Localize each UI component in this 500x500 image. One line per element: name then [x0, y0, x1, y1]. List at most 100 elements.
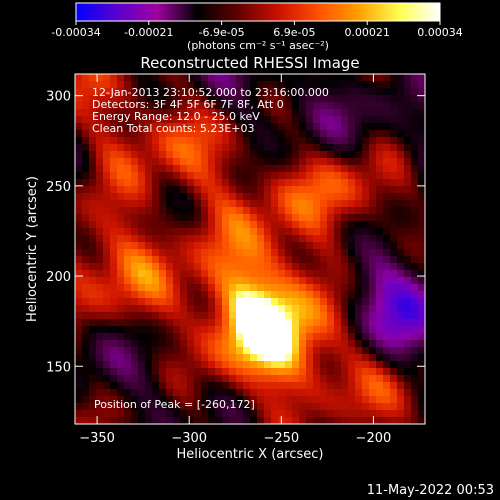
heatmap-cell	[320, 305, 328, 313]
heatmap-cell	[229, 151, 237, 159]
heatmap-cell	[299, 193, 307, 201]
heatmap-cell	[229, 312, 237, 320]
heatmap-cell	[194, 214, 202, 222]
heatmap-cell	[110, 214, 118, 222]
heatmap-cell	[145, 235, 153, 243]
heatmap-cell	[397, 151, 405, 159]
heatmap-cell	[271, 417, 279, 424]
heatmap-cell	[383, 249, 391, 257]
heatmap-cell	[236, 172, 244, 180]
heatmap-cell	[250, 277, 258, 285]
heatmap-cell	[418, 298, 425, 306]
heatmap-cell	[376, 207, 384, 215]
heatmap-cell	[103, 340, 111, 348]
heatmap-cell	[383, 354, 391, 362]
heatmap-cell	[194, 256, 202, 264]
heatmap-cell	[264, 193, 272, 201]
heatmap-cell	[271, 207, 279, 215]
heatmap-cell	[138, 186, 146, 194]
heatmap-cell	[89, 228, 97, 236]
heatmap-cell	[264, 214, 272, 222]
heatmap-cell	[145, 88, 153, 96]
heatmap-cell	[334, 403, 342, 411]
heatmap-cell	[257, 228, 265, 236]
heatmap-cell	[215, 186, 223, 194]
heatmap-cell	[124, 179, 132, 187]
y-tick-label: 150	[46, 360, 71, 375]
heatmap-cell	[124, 123, 132, 131]
heatmap-cell	[418, 158, 425, 166]
heatmap-cell	[383, 298, 391, 306]
heatmap-cell	[138, 144, 146, 152]
heatmap-cell	[187, 403, 195, 411]
heatmap-cell	[355, 305, 363, 313]
heatmap-cell	[404, 179, 412, 187]
heatmap-cell	[201, 186, 209, 194]
heatmap-cell	[229, 389, 237, 397]
heatmap-cell	[327, 172, 335, 180]
heatmap-cell	[180, 200, 188, 208]
heatmap-cell	[278, 347, 286, 355]
heatmap-cell	[243, 137, 251, 145]
heatmap-cell	[383, 312, 391, 320]
heatmap-cell	[285, 228, 293, 236]
heatmap-cell	[334, 333, 342, 341]
heatmap-cell	[397, 186, 405, 194]
heatmap-cell	[103, 242, 111, 250]
heatmap-cell	[278, 326, 286, 334]
heatmap-cell	[327, 368, 335, 376]
heatmap-cell	[187, 270, 195, 278]
heatmap-cell	[89, 375, 97, 383]
heatmap-cell	[292, 242, 300, 250]
heatmap-cell	[278, 312, 286, 320]
heatmap-cell	[264, 326, 272, 334]
heatmap-cell	[152, 326, 160, 334]
heatmap-cell	[215, 235, 223, 243]
heatmap-cell	[159, 228, 167, 236]
heatmap-cell	[320, 179, 328, 187]
heatmap-cell	[313, 74, 321, 82]
heatmap-cell	[299, 228, 307, 236]
heatmap-cell	[215, 88, 223, 96]
heatmap-cell	[145, 417, 153, 424]
heatmap-cell	[362, 95, 370, 103]
heatmap-cell	[82, 417, 90, 424]
heatmap-cell	[194, 375, 202, 383]
heatmap-cell	[369, 172, 377, 180]
heatmap-cell	[180, 151, 188, 159]
heatmap-cell	[250, 130, 258, 138]
heatmap-cell	[159, 340, 167, 348]
heatmap-cell	[236, 102, 244, 110]
heatmap-cell	[320, 151, 328, 159]
heatmap-cell	[236, 319, 244, 327]
heatmap-cell	[320, 382, 328, 390]
heatmap-cell	[369, 186, 377, 194]
heatmap-cell	[159, 207, 167, 215]
heatmap-cell	[208, 81, 216, 89]
heatmap-cell	[369, 354, 377, 362]
heatmap-cell	[124, 417, 132, 424]
heatmap-cell	[75, 389, 83, 397]
heatmap-cell	[355, 235, 363, 243]
heatmap-cell	[117, 235, 125, 243]
heatmap-cell	[82, 298, 90, 306]
heatmap-cell	[117, 228, 125, 236]
heatmap-cell	[376, 179, 384, 187]
heatmap-cell	[236, 235, 244, 243]
heatmap-cell	[208, 354, 216, 362]
heatmap-cell	[404, 221, 412, 229]
heatmap-cell	[110, 242, 118, 250]
heatmap-cell	[320, 88, 328, 96]
heatmap-cell	[376, 172, 384, 180]
heatmap-cell	[145, 389, 153, 397]
heatmap-cell	[180, 221, 188, 229]
heatmap-cell	[306, 340, 314, 348]
heatmap-cell	[229, 375, 237, 383]
heatmap-cell	[145, 270, 153, 278]
heatmap-cell	[418, 340, 425, 348]
heatmap-cell	[383, 214, 391, 222]
heatmap-cell	[180, 172, 188, 180]
heatmap-cell	[222, 228, 230, 236]
heatmap-cell	[383, 410, 391, 418]
heatmap-cell	[355, 333, 363, 341]
